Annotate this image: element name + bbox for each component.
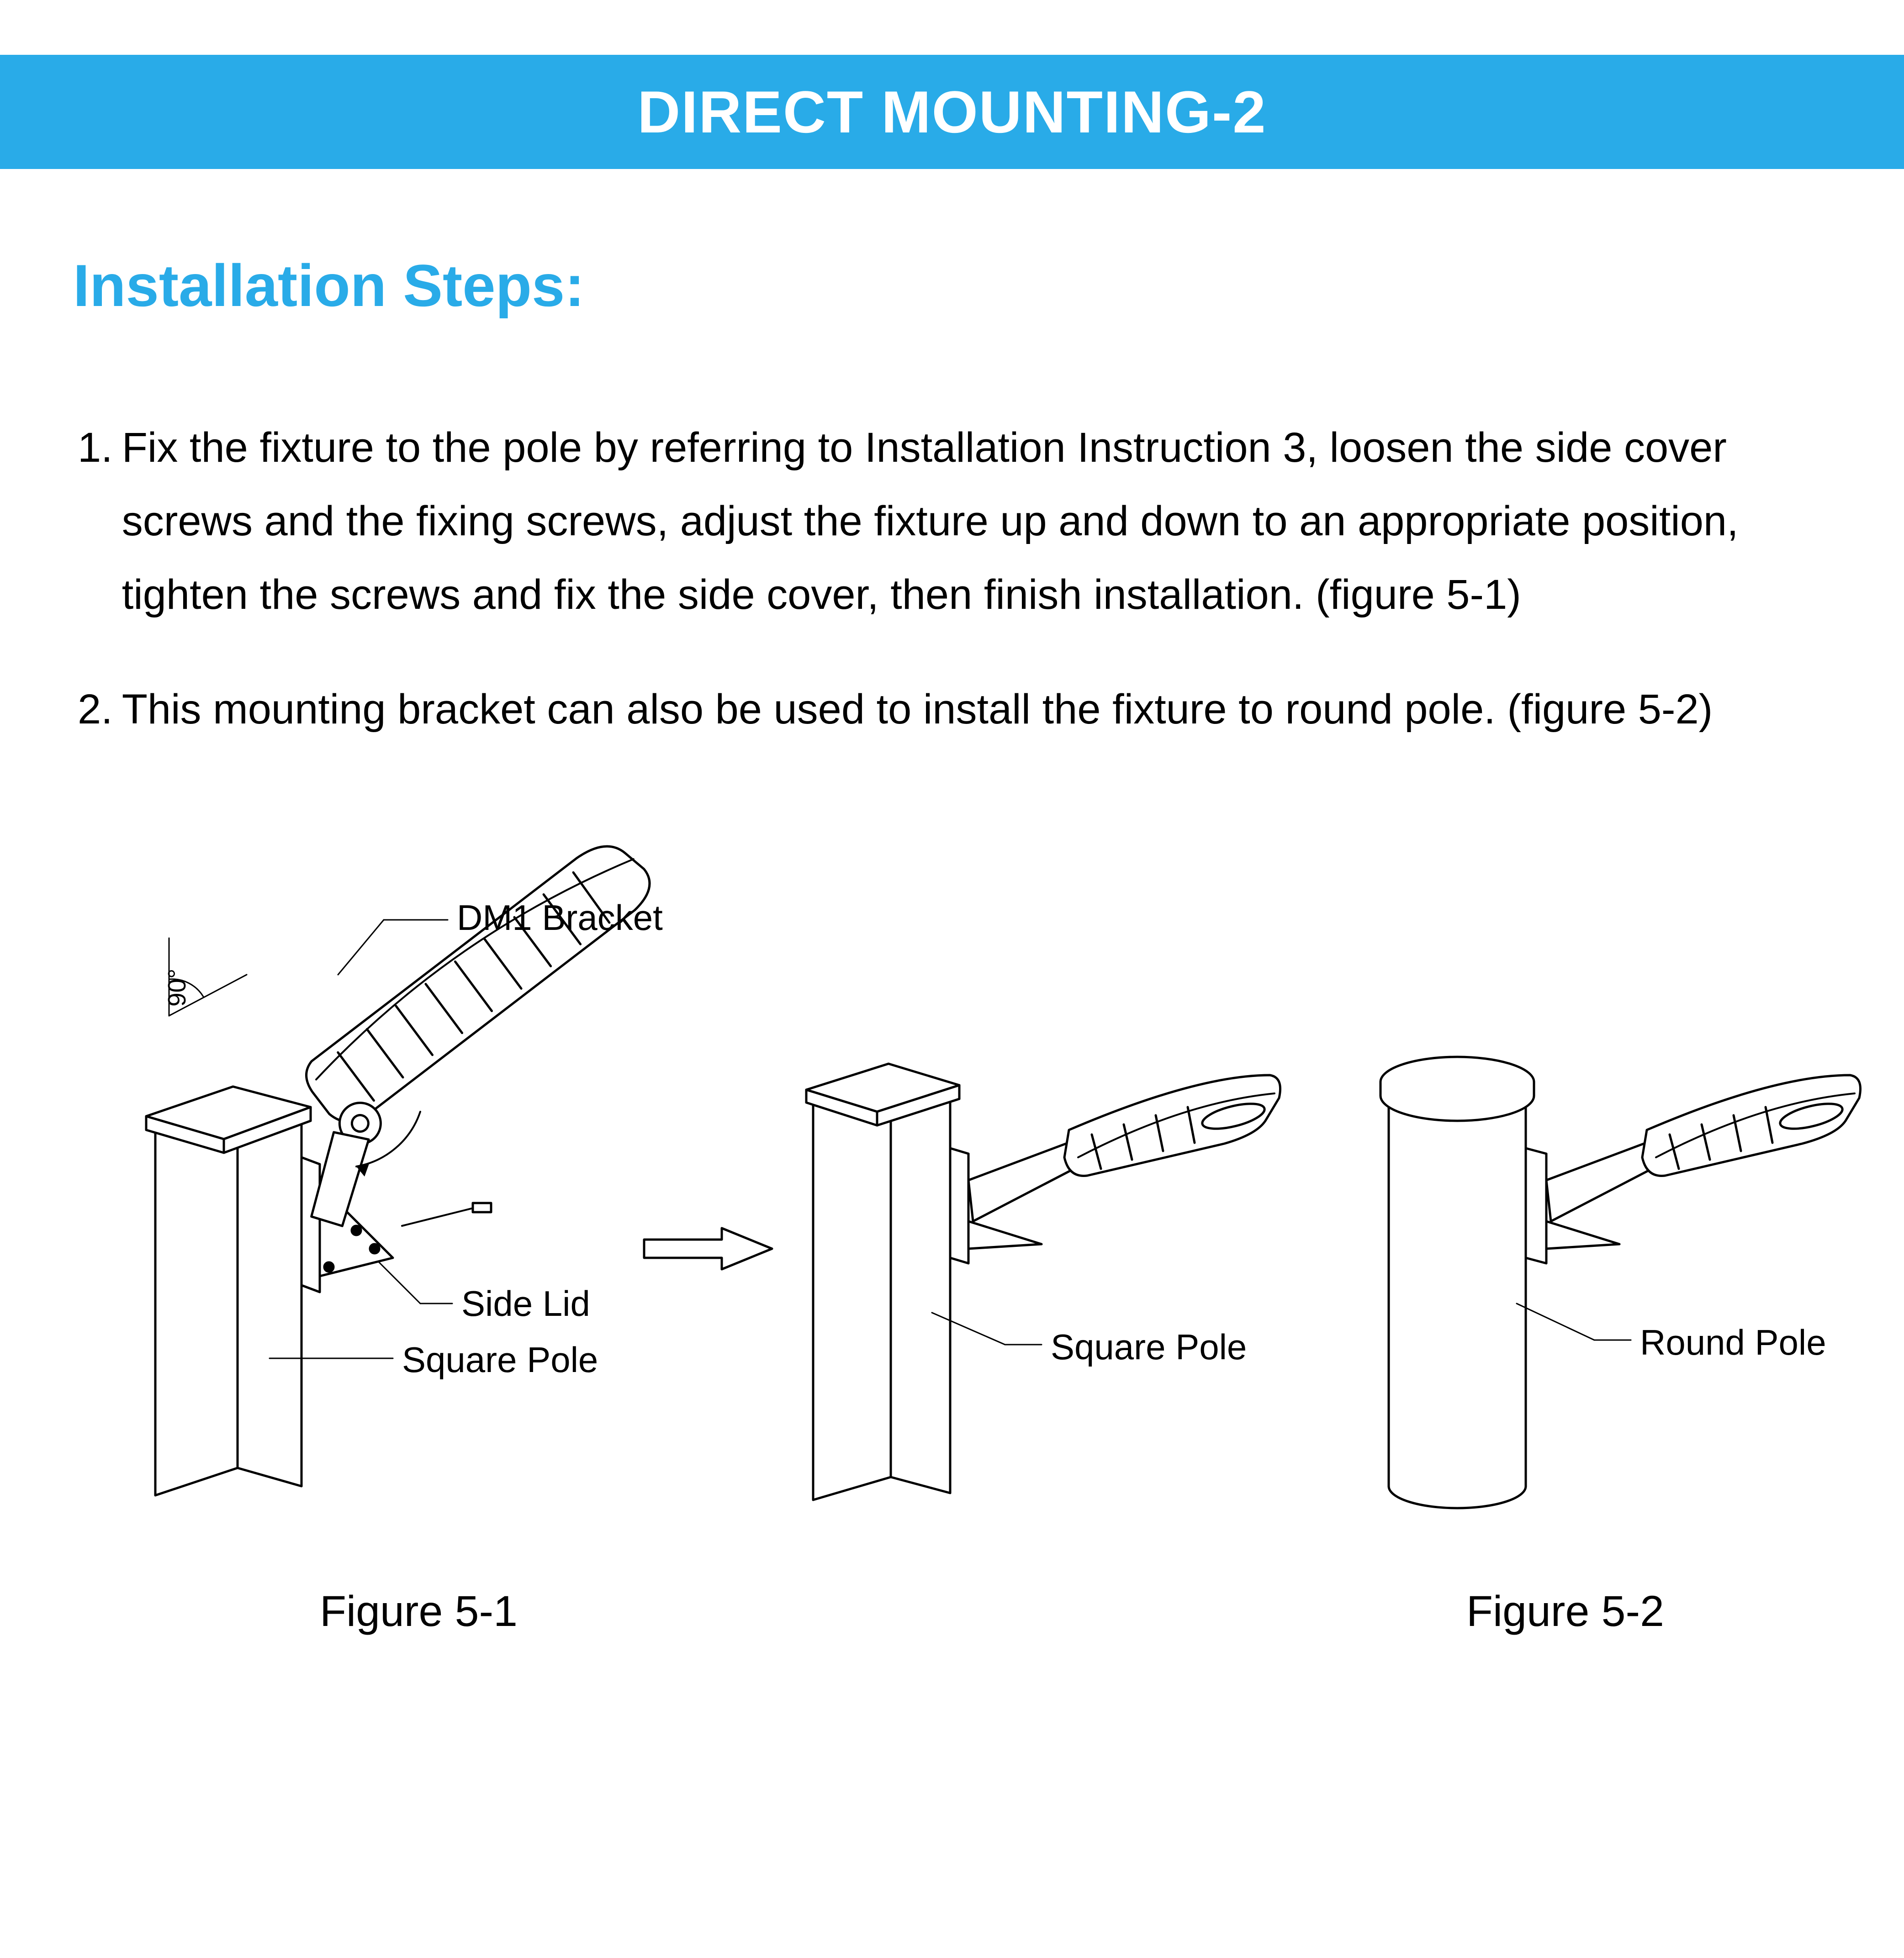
figure-5-2-diagram — [1366, 966, 1891, 1514]
callout-round-pole: Round Pole — [1640, 1322, 1826, 1363]
angle-label: 90° — [162, 969, 191, 1007]
banner-title: DIRECT MOUNTING-2 — [637, 78, 1266, 146]
step-1: 1. Fix the fixture to the pole by referr… — [78, 411, 1831, 632]
callout-square-pole-1: Square Pole — [402, 1339, 598, 1381]
section-heading: Installation Steps: — [73, 251, 1831, 320]
caption-figure-5-2: Figure 5-2 — [1466, 1587, 1664, 1636]
content-area: Installation Steps: 1. Fix the fixture t… — [0, 169, 1904, 1760]
step-2: 2. This mounting bracket can also be use… — [78, 673, 1831, 746]
title-banner: DIRECT MOUNTING-2 — [0, 55, 1904, 169]
figures-area: 90° DM1 Bracket Side Lid Square Pole Squ… — [73, 847, 1831, 1760]
step-number: 2. — [78, 673, 122, 746]
caption-figure-5-1: Figure 5-1 — [320, 1587, 518, 1636]
step-text: This mounting bracket can also be used t… — [122, 673, 1831, 746]
step-number: 1. — [78, 411, 122, 632]
callout-dm1-bracket: DM1 Bracket — [457, 897, 663, 939]
callout-side-lid: Side Lid — [461, 1283, 590, 1325]
callout-square-pole-2: Square Pole — [1051, 1326, 1247, 1368]
arrow-icon — [640, 1221, 777, 1276]
step-text: Fix the fixture to the pole by referring… — [122, 411, 1831, 632]
figure-5-1-right-diagram — [786, 966, 1288, 1514]
figure-5-1-left-diagram — [100, 865, 649, 1504]
steps-list: 1. Fix the fixture to the pole by referr… — [73, 411, 1831, 746]
